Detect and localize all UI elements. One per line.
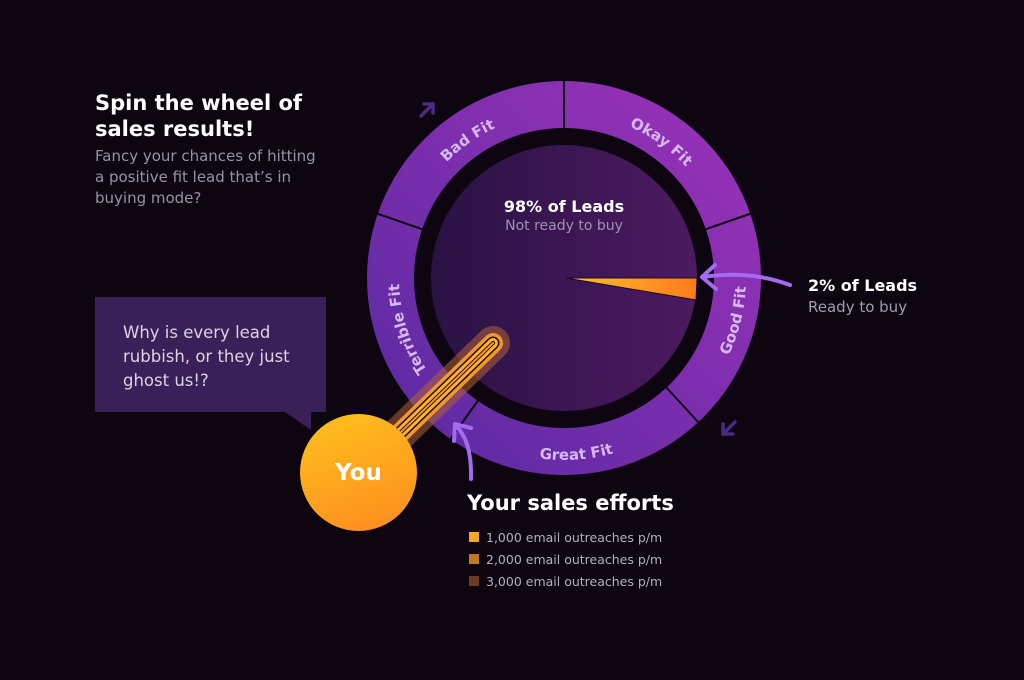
ready-to-buy-wedge [565,277,698,301]
speech-bubble-tail [285,412,311,430]
center-sublabel: Not ready to buy [505,218,623,234]
legend-item: 2,000 email outreaches p/m [469,548,662,570]
callout-label: 2% of Leads [808,276,918,295]
legend-title: Your sales efforts [467,491,674,515]
callout-sublabel: Ready to buy [808,298,908,316]
legend-item: 1,000 email outreaches p/m [469,526,662,548]
legend-label: 3,000 email outreaches p/m [486,573,663,589]
speech-bubble: Why is every lead rubbish, or they just … [95,297,326,430]
page-subtitle: Fancy your chances of hitting a positive… [95,147,316,207]
legend-label: 2,000 email outreaches p/m [486,551,663,567]
legend-swatch [469,554,479,564]
legend-label: 1,000 email outreaches p/m [486,529,663,545]
you-label: You [335,459,382,486]
rotation-arrow-icon [721,420,737,436]
rotation-arrow-icon [419,102,435,118]
legend-item: 3,000 email outreaches p/m [469,570,662,592]
page-title: Spin the wheel of sales results! [95,91,303,141]
speech-bubble-text: Why is every lead rubbish, or they just … [123,323,290,390]
you-circle: You [300,414,417,531]
center-label: 98% of Leads [503,197,625,216]
legend-swatch [469,532,479,542]
legend-swatch [469,576,479,586]
arrow-icon [452,422,474,481]
legend: 1,000 email outreaches p/m 2,000 email o… [469,526,662,592]
arrow-icon [700,263,792,291]
